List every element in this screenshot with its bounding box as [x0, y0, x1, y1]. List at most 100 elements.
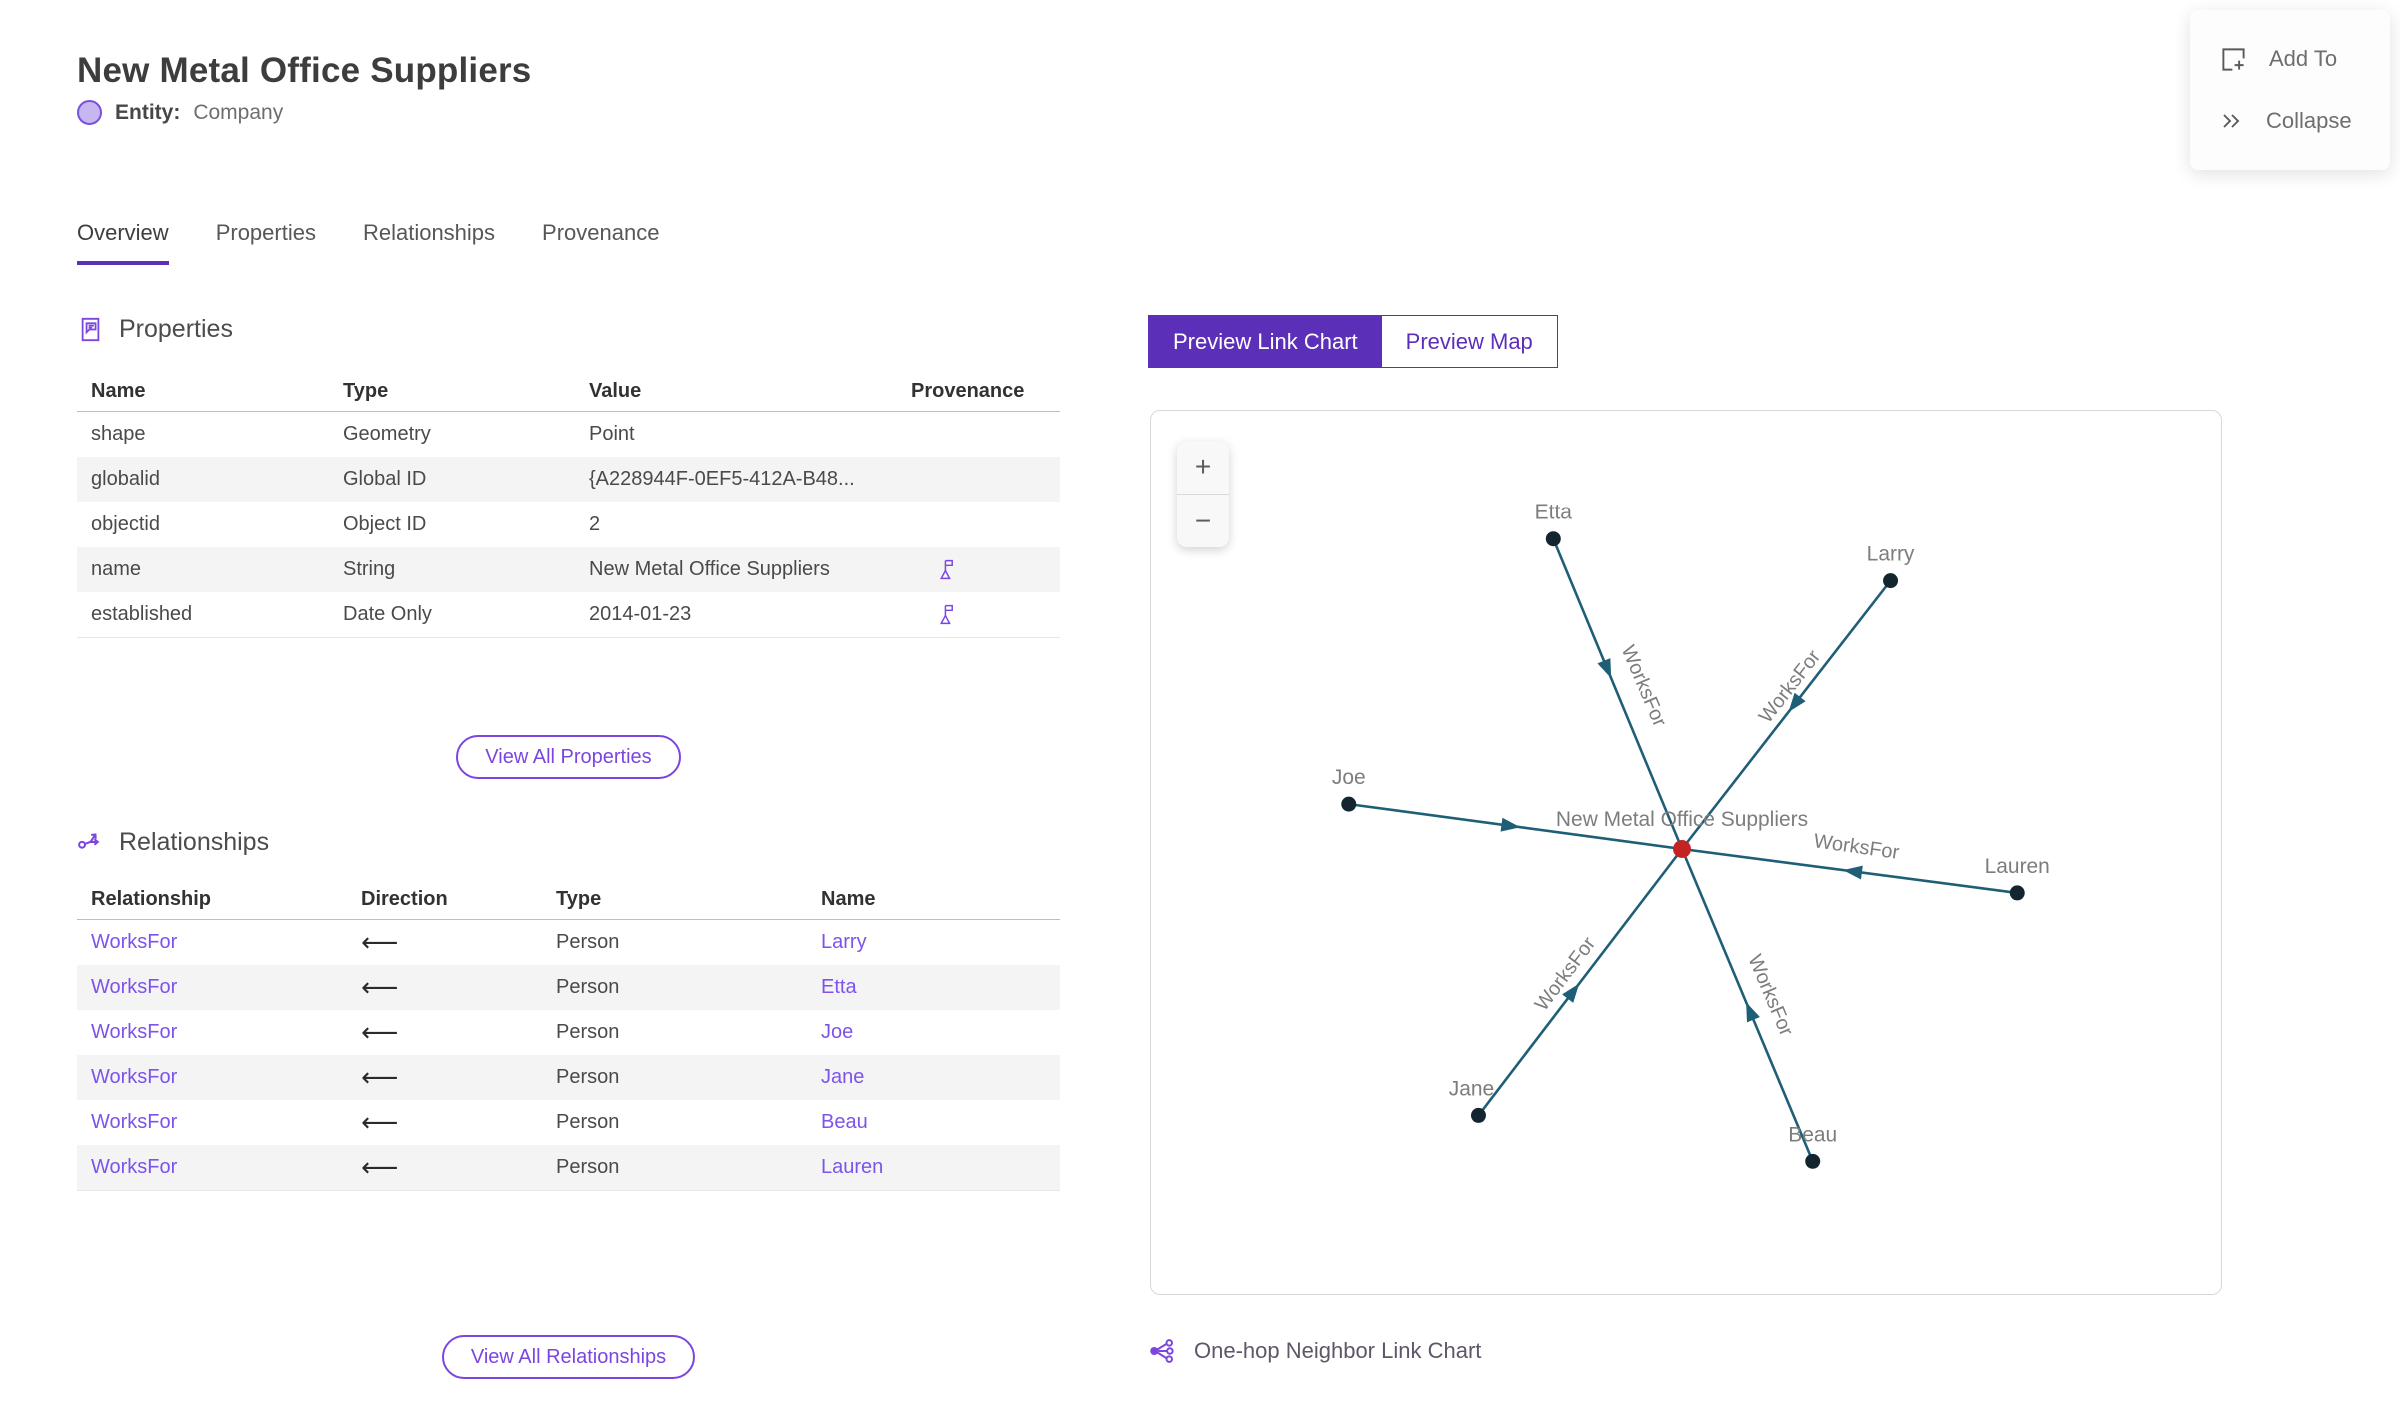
relationship-direction-arrow: ⟵	[361, 927, 399, 957]
properties-table: Name Type Value Provenance shape Geometry…	[77, 372, 1060, 638]
graph-edge	[1477, 848, 1684, 1117]
page-title: New Metal Office Suppliers	[77, 51, 532, 91]
relationship-direction-arrow: ⟵	[361, 1152, 399, 1182]
tab-provenance[interactable]: Provenance	[542, 220, 660, 245]
relationships-section-title: Relationships	[119, 828, 270, 856]
property-type: Object ID	[343, 513, 427, 535]
property-name: established	[91, 603, 193, 625]
relationship-type-link[interactable]: WorksFor	[91, 1111, 178, 1133]
table-row: WorksFor ⟵ Person Joe	[77, 1010, 1060, 1055]
table-row: name String New Metal Office Suppliers	[77, 547, 1060, 592]
property-type: Global ID	[343, 468, 427, 490]
graph-center-node[interactable]	[1673, 840, 1691, 858]
chart-zoom-control: + −	[1177, 441, 1229, 547]
relationship-direction-arrow: ⟵	[361, 972, 399, 1002]
graph-node-Lauren[interactable]	[2009, 885, 2025, 901]
relationship-entity-type: Person	[556, 1066, 620, 1088]
chart-caption-label: One-hop Neighbor Link Chart	[1194, 1338, 1482, 1363]
collapse-button[interactable]: Collapse	[2190, 108, 2390, 134]
graph-edge-label: WorksFor	[1812, 830, 1901, 864]
relationships-table-header: Relationship Direction Type Name	[77, 880, 1060, 920]
entity-type-value: Company	[193, 100, 284, 124]
graph-node-Jane[interactable]	[1470, 1107, 1486, 1123]
graph-edge-arrowhead	[1597, 658, 1612, 679]
relationship-type-link[interactable]: WorksFor	[91, 1066, 178, 1088]
view-all-properties-button[interactable]: View All Properties	[456, 735, 681, 779]
property-name: globalid	[91, 468, 160, 490]
graph-node-label: Beau	[1788, 1123, 1837, 1146]
relationship-direction-arrow: ⟵	[361, 1062, 399, 1092]
properties-table-body: shape Geometry Point globalid Global ID {A228…	[77, 412, 1060, 638]
zoom-in-button[interactable]: +	[1177, 441, 1229, 494]
relationship-type-link[interactable]: WorksFor	[91, 1156, 178, 1178]
property-value: 2	[589, 513, 601, 535]
provenance-flag-icon[interactable]	[936, 558, 959, 581]
entity-row: Entity: Company	[77, 100, 283, 125]
graph-node-label: Joe	[1332, 766, 1366, 789]
one-hop-link-chart-icon	[1150, 1339, 1174, 1363]
preview-map-button[interactable]: Preview Map	[1381, 316, 1557, 367]
tab-relationships[interactable]: Relationships	[362, 220, 496, 245]
graph-node-Beau[interactable]	[1805, 1153, 1821, 1169]
zoom-out-button[interactable]: −	[1177, 493, 1229, 548]
relationship-type-link[interactable]: WorksFor	[91, 1021, 178, 1043]
preview-link-chart-button[interactable]: Preview Link Chart	[1149, 316, 1382, 367]
graph-node-label: Etta	[1535, 501, 1573, 524]
floating-action-card: Add To Collapse	[2190, 10, 2390, 170]
tab-overview[interactable]: Overview	[77, 220, 169, 265]
properties-section-title: Properties	[119, 315, 233, 343]
relationship-entity-link[interactable]: Larry	[821, 931, 867, 953]
column-header: Direction	[361, 888, 448, 910]
entity-type-icon	[77, 100, 102, 125]
relationships-table: Relationship Direction Type Name WorksFo…	[77, 880, 1060, 1191]
relationship-type-link[interactable]: WorksFor	[91, 976, 178, 998]
graph-node-Joe[interactable]	[1341, 796, 1357, 812]
properties-section-header: Properties	[77, 315, 233, 344]
column-header: Type	[343, 380, 389, 402]
graph-node-label: Larry	[1867, 543, 1915, 566]
relationship-type-link[interactable]: WorksFor	[91, 931, 178, 953]
graph-node-label: Jane	[1449, 1077, 1494, 1100]
relationship-direction-arrow: ⟵	[361, 1017, 399, 1047]
entity-label: Entity:	[115, 100, 181, 124]
relationship-entity-link[interactable]: Jane	[821, 1066, 865, 1088]
add-to-label: Add To	[2269, 46, 2338, 72]
table-row: WorksFor ⟵ Person Beau	[77, 1100, 1060, 1145]
graph-node-Larry[interactable]	[1883, 573, 1899, 589]
relationship-entity-type: Person	[556, 976, 620, 998]
table-row: WorksFor ⟵ Person Lauren	[77, 1145, 1060, 1190]
table-row: WorksFor ⟵ Person Jane	[77, 1055, 1060, 1100]
relationship-entity-link[interactable]: Lauren	[821, 1156, 884, 1178]
relationships-table-body: WorksFor ⟵ Person Larry WorksFor ⟵ Person Etta W…	[77, 920, 1060, 1191]
relationship-entity-link[interactable]: Joe	[821, 1021, 854, 1043]
column-header: Name	[91, 380, 146, 402]
relationships-section-header: Relationships	[77, 828, 269, 857]
relationship-entity-type: Person	[556, 1156, 620, 1178]
table-row: objectid Object ID 2	[77, 502, 1060, 547]
collapse-chevrons-icon	[2223, 114, 2240, 128]
preview-toggle: Preview Link Chart Preview Map	[1148, 315, 1558, 368]
relationship-entity-type: Person	[556, 1111, 620, 1133]
relationship-entity-type: Person	[556, 931, 620, 953]
table-row: WorksFor ⟵ Person Etta	[77, 965, 1060, 1010]
tab-properties[interactable]: Properties	[215, 220, 316, 245]
link-chart-panel: + − WorksFor WorksFor WorksFor WorksFor Work…	[1150, 410, 2222, 1295]
relationship-entity-link[interactable]: Beau	[821, 1111, 868, 1133]
property-name: name	[91, 558, 142, 580]
provenance-flag-icon[interactable]	[936, 603, 959, 626]
table-row: globalid Global ID {A228944F-0EF5-412A-B48…	[77, 457, 1060, 502]
graph-edge-label: WorksFor	[1743, 951, 1797, 1039]
relationship-direction-arrow: ⟵	[361, 1107, 399, 1137]
relationship-entity-link[interactable]: Etta	[821, 976, 857, 998]
graph-edge-arrowhead	[1843, 865, 1863, 880]
collapse-label: Collapse	[2266, 108, 2352, 134]
graph-edge-arrowhead	[1746, 1002, 1760, 1023]
relationships-icon	[78, 833, 100, 849]
graph-edge-arrowhead	[1500, 817, 1521, 832]
add-to-button[interactable]: Add To	[2190, 46, 2390, 73]
graph-edge-label: WorksFor	[1755, 646, 1826, 728]
properties-icon	[81, 317, 100, 342]
view-all-relationships-button[interactable]: View All Relationships	[441, 1335, 696, 1379]
graph-node-Etta[interactable]	[1545, 531, 1561, 547]
